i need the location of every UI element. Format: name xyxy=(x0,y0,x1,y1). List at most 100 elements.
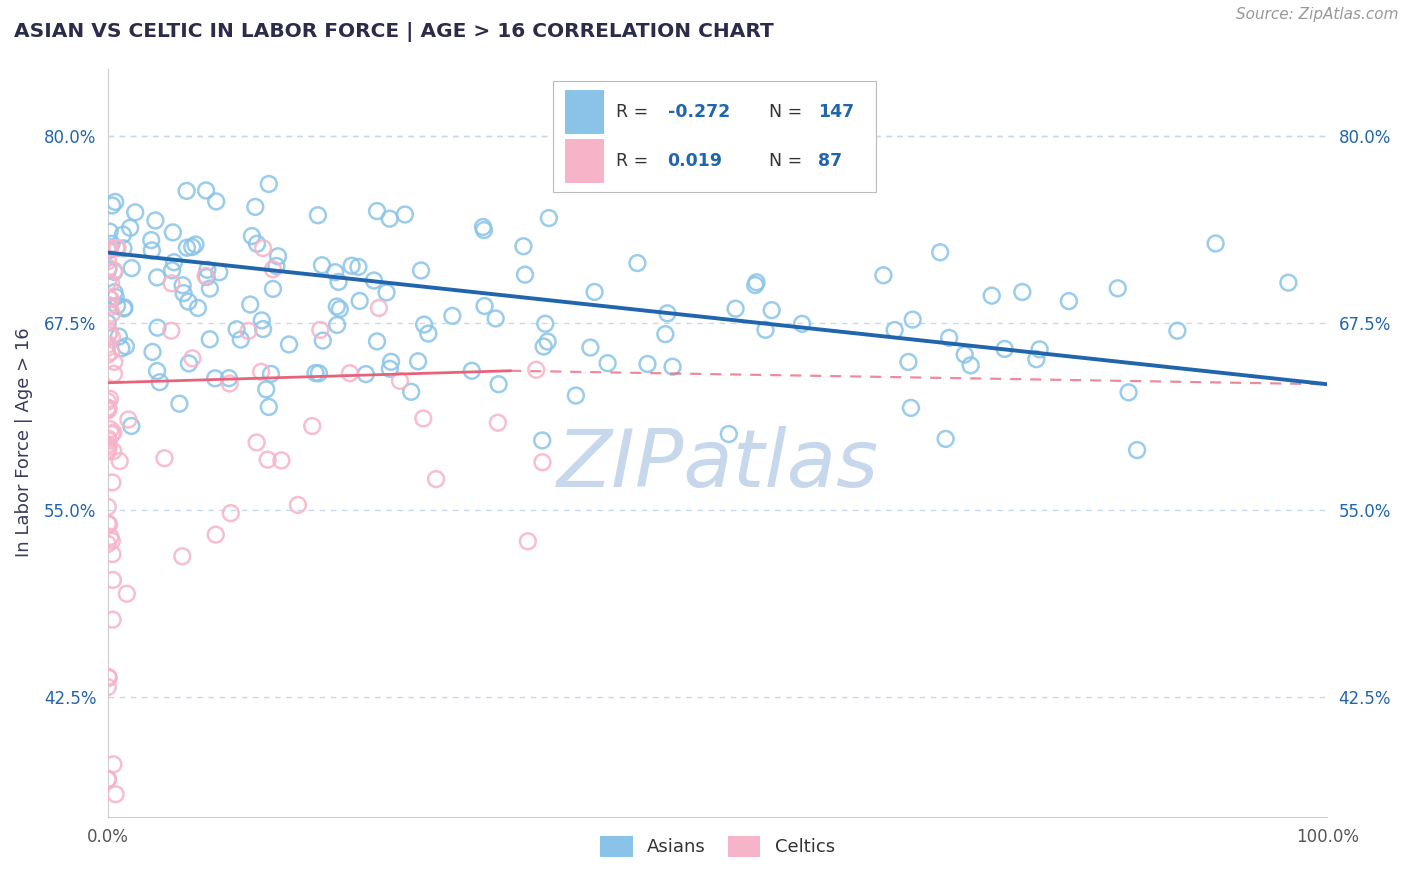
Point xyxy=(229,333,252,347)
Point xyxy=(101,613,124,627)
Point xyxy=(204,371,226,385)
Point xyxy=(938,331,960,345)
Point xyxy=(103,355,125,369)
Point xyxy=(637,357,659,371)
Point xyxy=(184,237,207,252)
Point xyxy=(935,432,957,446)
Point xyxy=(195,270,218,285)
Point xyxy=(579,341,602,355)
Point xyxy=(883,323,905,337)
Point xyxy=(208,265,231,279)
Point xyxy=(97,262,120,277)
Point xyxy=(104,290,127,304)
Point xyxy=(101,533,124,548)
Point xyxy=(98,301,121,315)
Point xyxy=(596,356,619,370)
Point xyxy=(744,278,766,293)
Point xyxy=(97,500,120,514)
Point xyxy=(97,516,120,531)
Point xyxy=(267,249,290,263)
Point xyxy=(97,241,120,255)
Point xyxy=(97,434,120,448)
Point xyxy=(108,329,131,343)
Point xyxy=(412,411,434,425)
Point xyxy=(790,317,813,331)
Point xyxy=(149,375,172,389)
Point xyxy=(326,300,349,314)
Point xyxy=(1118,385,1140,400)
Point xyxy=(97,437,120,451)
Point xyxy=(349,293,371,308)
Point xyxy=(145,213,167,227)
Point xyxy=(141,244,163,258)
Point xyxy=(97,432,120,446)
Point xyxy=(239,297,262,311)
Point xyxy=(304,366,326,380)
Point xyxy=(111,227,134,242)
Point xyxy=(1277,276,1299,290)
Point xyxy=(485,311,508,326)
Point xyxy=(177,294,200,309)
Point xyxy=(100,236,122,251)
Point xyxy=(120,419,142,434)
Point xyxy=(959,359,981,373)
Text: ZIPatlas: ZIPatlas xyxy=(557,426,879,504)
Point xyxy=(536,334,558,349)
Point xyxy=(872,268,894,283)
Point xyxy=(375,285,398,300)
Point xyxy=(97,291,120,305)
Point xyxy=(100,292,122,306)
Point xyxy=(103,264,125,278)
Point xyxy=(97,401,120,415)
Point xyxy=(257,177,280,191)
Point xyxy=(252,241,274,255)
Point xyxy=(339,366,361,380)
Point xyxy=(97,244,120,258)
Point xyxy=(103,367,125,381)
Point xyxy=(194,268,217,283)
Point xyxy=(724,301,747,316)
Point xyxy=(101,427,124,442)
Point xyxy=(198,282,221,296)
Point xyxy=(104,194,127,209)
Point xyxy=(98,325,121,339)
Point xyxy=(162,226,184,240)
Point xyxy=(388,374,411,388)
Point xyxy=(246,435,269,450)
Y-axis label: In Labor Force | Age > 16: In Labor Force | Age > 16 xyxy=(15,327,32,558)
Point xyxy=(141,233,163,247)
Point xyxy=(266,259,288,273)
Point xyxy=(512,239,534,253)
Point xyxy=(97,537,120,551)
Point xyxy=(1057,294,1080,309)
Point xyxy=(901,312,924,326)
Point xyxy=(1025,352,1047,367)
Point xyxy=(172,278,194,293)
Point xyxy=(103,444,125,458)
Point xyxy=(181,351,204,366)
Text: R =: R = xyxy=(616,103,654,121)
Point xyxy=(1166,324,1188,338)
Point xyxy=(120,220,142,235)
Point xyxy=(394,207,416,221)
Point xyxy=(425,472,447,486)
Point xyxy=(1205,236,1227,251)
Point xyxy=(146,320,169,334)
Point xyxy=(103,285,125,300)
Point xyxy=(97,680,120,694)
Point xyxy=(97,444,120,458)
Text: Source: ZipAtlas.com: Source: ZipAtlas.com xyxy=(1236,7,1399,22)
Point xyxy=(195,184,218,198)
Point xyxy=(252,322,274,336)
Point xyxy=(98,392,121,406)
Point xyxy=(1011,285,1033,299)
Text: R =: R = xyxy=(616,152,654,170)
Text: N =: N = xyxy=(769,152,807,170)
Point xyxy=(114,301,136,315)
Point xyxy=(287,498,309,512)
Point xyxy=(115,339,138,353)
Point xyxy=(204,527,226,541)
Point xyxy=(897,355,920,369)
Point xyxy=(761,303,783,318)
Point xyxy=(173,286,195,301)
